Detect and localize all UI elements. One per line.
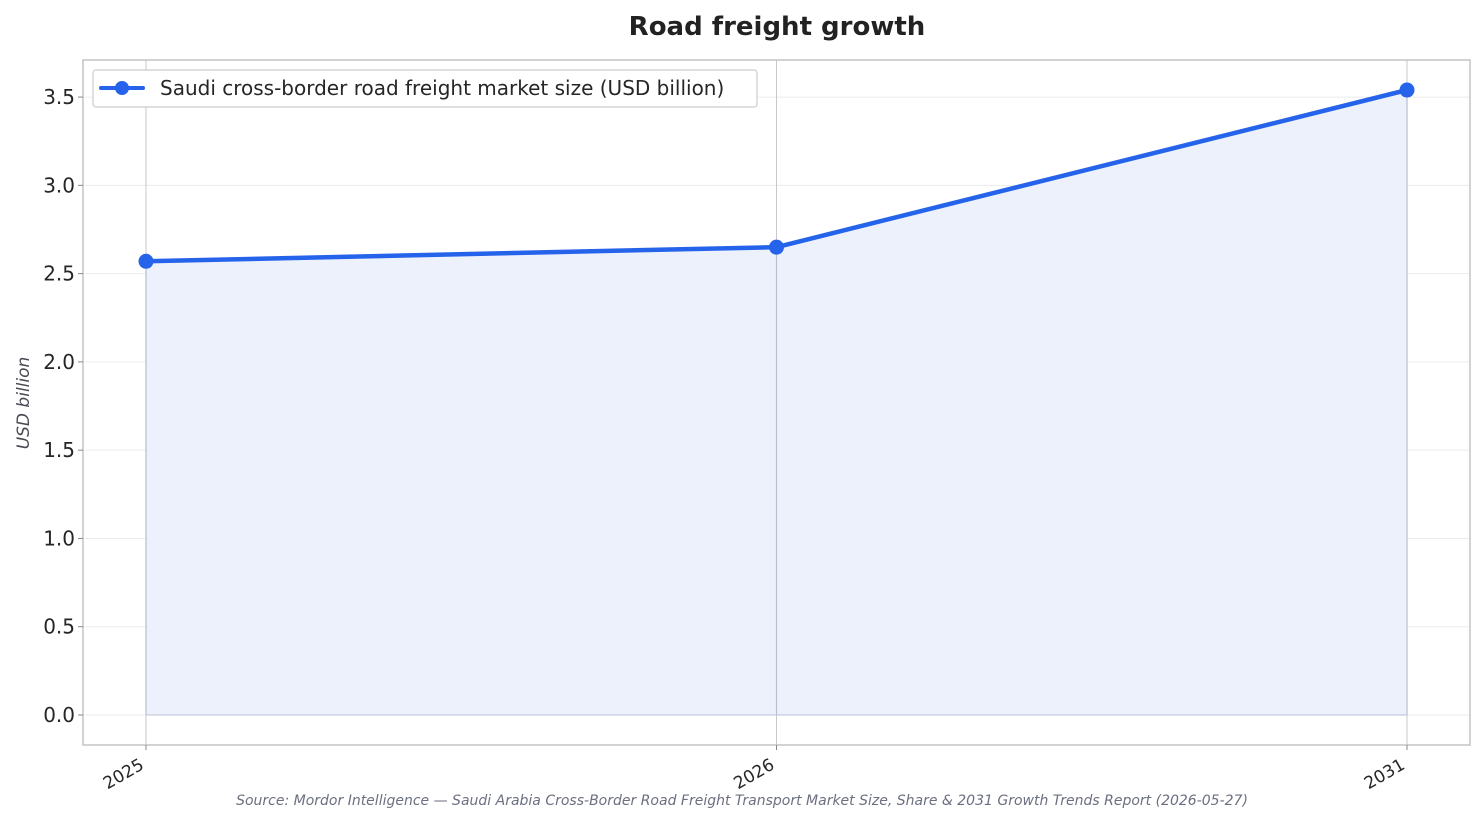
legend-box — [92, 69, 758, 108]
y-tick-label-6: 3.0 — [43, 173, 75, 197]
x-tick-label-1: 2026 — [731, 755, 778, 794]
series-layer — [138, 82, 1415, 269]
legend-entry-label: Saudi cross-border road freight market s… — [160, 76, 724, 100]
data-point-2025 — [138, 253, 154, 269]
y-axis-label: USD billion — [14, 357, 34, 450]
y-tick-label-3: 1.5 — [43, 438, 75, 462]
y-tick-label-1: 0.5 — [43, 615, 75, 639]
y-tick-label-5: 2.5 — [43, 262, 75, 286]
source-note: Source: Mordor Intelligence — Saudi Arab… — [236, 793, 1248, 809]
chart-title: Road freight growth — [629, 12, 926, 42]
y-tick-label-7: 3.5 — [43, 85, 75, 109]
area-fill-layer — [145, 90, 1408, 716]
x-tick-label-2: 2031 — [1361, 755, 1408, 794]
data-point-2026 — [769, 239, 784, 255]
y-tick-label-4: 2.0 — [43, 350, 75, 374]
y-tick-label-2: 1.0 — [43, 526, 75, 550]
legend: Saudi cross-border road freight market s… — [92, 69, 758, 108]
legend-marker-swatch — [115, 81, 129, 95]
x-tick-label-0: 2025 — [100, 755, 147, 794]
y-axis-ticks: 0.0 0.5 1.0 1.5 2.0 2.5 3.0 3.5 — [43, 85, 83, 727]
x-axis-ticks: 2025 2026 2031 — [100, 745, 1409, 794]
y-tick-label-0: 0.0 — [43, 703, 75, 727]
data-point-2031 — [1399, 82, 1415, 98]
